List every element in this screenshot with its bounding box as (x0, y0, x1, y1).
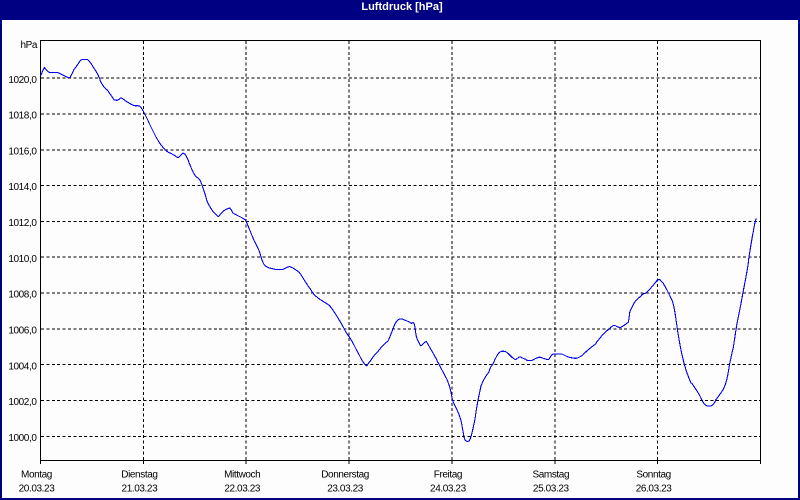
svg-text:Donnerstag: Donnerstag (321, 470, 369, 481)
svg-text:25.03.23: 25.03.23 (533, 484, 570, 495)
svg-text:1016,0: 1016,0 (8, 146, 37, 157)
svg-text:21.03.23: 21.03.23 (122, 484, 159, 495)
svg-text:1006,0: 1006,0 (8, 326, 37, 337)
svg-text:22.03.23: 22.03.23 (224, 484, 261, 495)
svg-text:Freitag: Freitag (434, 470, 462, 481)
svg-text:1008,0: 1008,0 (8, 290, 37, 301)
svg-text:1004,0: 1004,0 (8, 361, 37, 372)
svg-text:1002,0: 1002,0 (8, 397, 37, 408)
svg-text:1012,0: 1012,0 (8, 218, 37, 229)
svg-text:1018,0: 1018,0 (8, 111, 37, 122)
svg-text:23.03.23: 23.03.23 (327, 484, 364, 495)
svg-text:Samstag: Samstag (532, 470, 569, 481)
svg-text:1010,0: 1010,0 (8, 254, 37, 265)
svg-text:20.03.23: 20.03.23 (19, 484, 56, 495)
svg-text:Dienstag: Dienstag (121, 470, 157, 481)
svg-text:Mittwoch: Mittwoch (224, 470, 260, 481)
svg-text:Sonntag: Sonntag (636, 470, 670, 481)
svg-text:Montag: Montag (21, 470, 52, 481)
svg-text:1000,0: 1000,0 (8, 433, 37, 444)
svg-text:26.03.23: 26.03.23 (636, 484, 673, 495)
svg-text:1020,0: 1020,0 (8, 75, 37, 86)
svg-text:24.03.23: 24.03.23 (430, 484, 467, 495)
svg-text:hPa: hPa (21, 40, 38, 51)
svg-text:1014,0: 1014,0 (8, 182, 37, 193)
